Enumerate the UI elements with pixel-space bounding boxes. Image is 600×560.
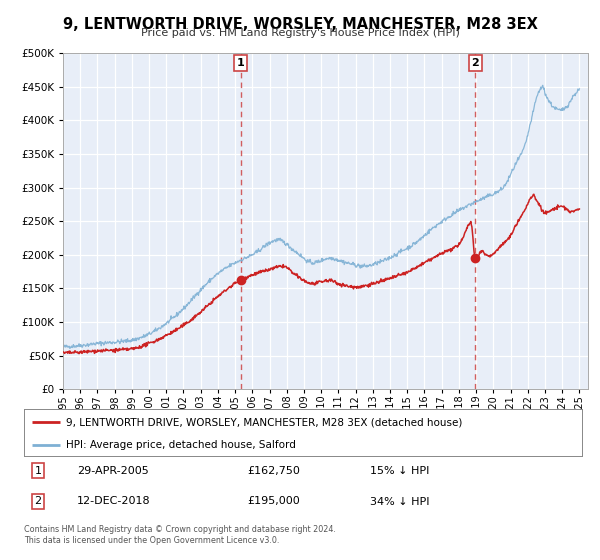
Text: HPI: Average price, detached house, Salford: HPI: Average price, detached house, Salf… — [66, 440, 296, 450]
Text: 1: 1 — [34, 465, 41, 475]
Text: 34% ↓ HPI: 34% ↓ HPI — [370, 497, 430, 506]
Text: £162,750: £162,750 — [247, 465, 300, 475]
Text: £195,000: £195,000 — [247, 497, 300, 506]
Text: 29-APR-2005: 29-APR-2005 — [77, 465, 149, 475]
Text: 15% ↓ HPI: 15% ↓ HPI — [370, 465, 430, 475]
Text: Price paid vs. HM Land Registry's House Price Index (HPI): Price paid vs. HM Land Registry's House … — [140, 28, 460, 38]
Text: 9, LENTWORTH DRIVE, WORSLEY, MANCHESTER, M28 3EX: 9, LENTWORTH DRIVE, WORSLEY, MANCHESTER,… — [62, 17, 538, 32]
Text: 2: 2 — [34, 497, 41, 506]
Text: 2: 2 — [472, 58, 479, 68]
Text: 1: 1 — [237, 58, 245, 68]
Text: Contains HM Land Registry data © Crown copyright and database right 2024.
This d: Contains HM Land Registry data © Crown c… — [24, 525, 336, 545]
Text: 9, LENTWORTH DRIVE, WORSLEY, MANCHESTER, M28 3EX (detached house): 9, LENTWORTH DRIVE, WORSLEY, MANCHESTER,… — [66, 417, 462, 427]
Text: 12-DEC-2018: 12-DEC-2018 — [77, 497, 151, 506]
